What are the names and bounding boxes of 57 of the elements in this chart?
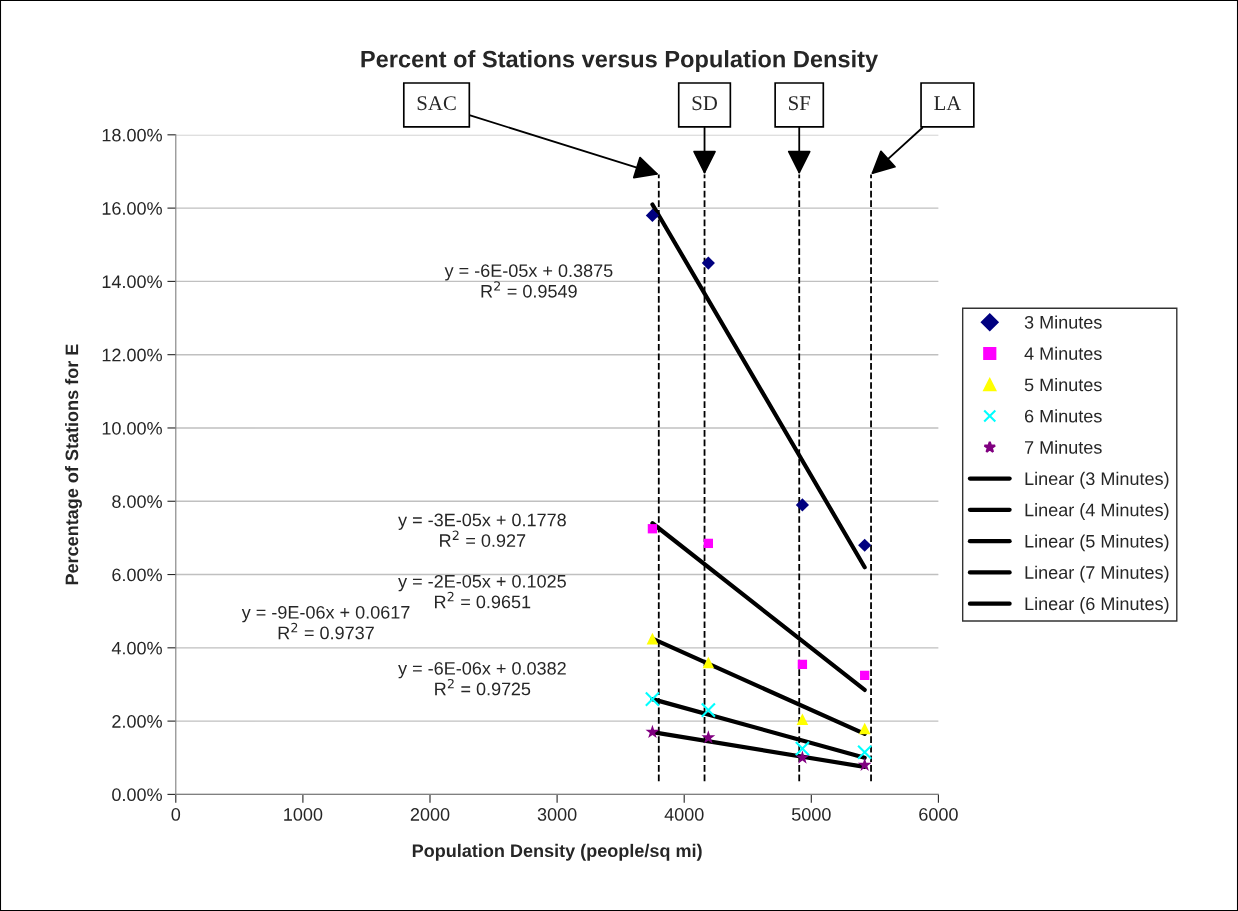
ref-line-label: SAC (417, 96, 456, 111)
point (857, 744, 873, 760)
legend-label: Linear (5 Minutes) (1025, 534, 1169, 552)
y-tick-label: 6.00% (112, 568, 162, 582)
legend-label: Linear (4 Minutes) (1025, 503, 1169, 520)
point (645, 208, 660, 223)
legend-label: Linear (3 Minutes) (1025, 471, 1169, 489)
ref-line-label: SF (789, 96, 811, 111)
legend-label: 6 Minutes (1024, 409, 1102, 423)
point (702, 656, 715, 669)
point (858, 722, 871, 735)
y-tick-label: 14.00% (102, 275, 162, 289)
x-tick-label: 1000 (284, 808, 323, 821)
legend-label: 3 Minutes (1024, 315, 1102, 329)
point (645, 724, 660, 738)
x-tick-label: 2000 (410, 808, 450, 821)
point (795, 750, 810, 764)
point (700, 702, 716, 718)
annotation: y = -3E-05x + 0.1778 R$^{2}$ = 0.927 (398, 513, 566, 547)
y-tick-label: 10.00% (102, 421, 162, 435)
point (701, 730, 716, 744)
y-tick-label: 16.00% (102, 202, 162, 215)
point (860, 670, 870, 680)
legend-label: Linear (7 Minutes) (1025, 565, 1169, 583)
legend-label: 4 Minutes (1024, 346, 1102, 360)
ref-line-label: LA (934, 96, 962, 110)
y-tick-label: 12.00% (102, 348, 162, 362)
point (701, 256, 715, 270)
x-tick-label: 6000 (919, 808, 958, 821)
x-tick-label: 3000 (537, 808, 577, 821)
x-tick-label: 4000 (664, 808, 704, 821)
y-tick-label: 2.00% (112, 715, 162, 728)
point (797, 659, 808, 669)
y-tick-label: 18.00% (102, 128, 162, 142)
annotation: y = -6E-05x + 0.3875 R$^{2}$ = 0.9549 (444, 264, 613, 298)
legend-label: 7 Minutes (1025, 440, 1102, 454)
ref-line-label: SD (692, 96, 718, 111)
annotation: y = -6E-06x + 0.0382 R$^{2}$ = 0.9725 (398, 661, 566, 696)
y-tick-label: 8.00% (112, 495, 162, 508)
point (857, 757, 872, 771)
legend-label: 5 Minutes (1024, 378, 1102, 392)
chart-title: Percent of Stations versus Population Density (361, 50, 879, 73)
y-tick-label: 0.00% (112, 788, 162, 802)
point (794, 740, 811, 757)
legend-label: Linear (6 Minutes) (1025, 596, 1169, 614)
y-tick-label: 4.00% (111, 641, 162, 655)
point (644, 691, 661, 707)
point (703, 538, 714, 549)
x-tick-label: 0 (171, 808, 181, 821)
point (647, 524, 658, 534)
x-tick-label: 5000 (791, 808, 831, 821)
point (646, 632, 659, 645)
point (795, 498, 809, 512)
point (858, 538, 872, 552)
x-axis-title: Population Density (people/sq mi) (412, 843, 702, 861)
point (796, 713, 809, 726)
y-axis-title: Percentage of Stations for E (65, 344, 82, 585)
